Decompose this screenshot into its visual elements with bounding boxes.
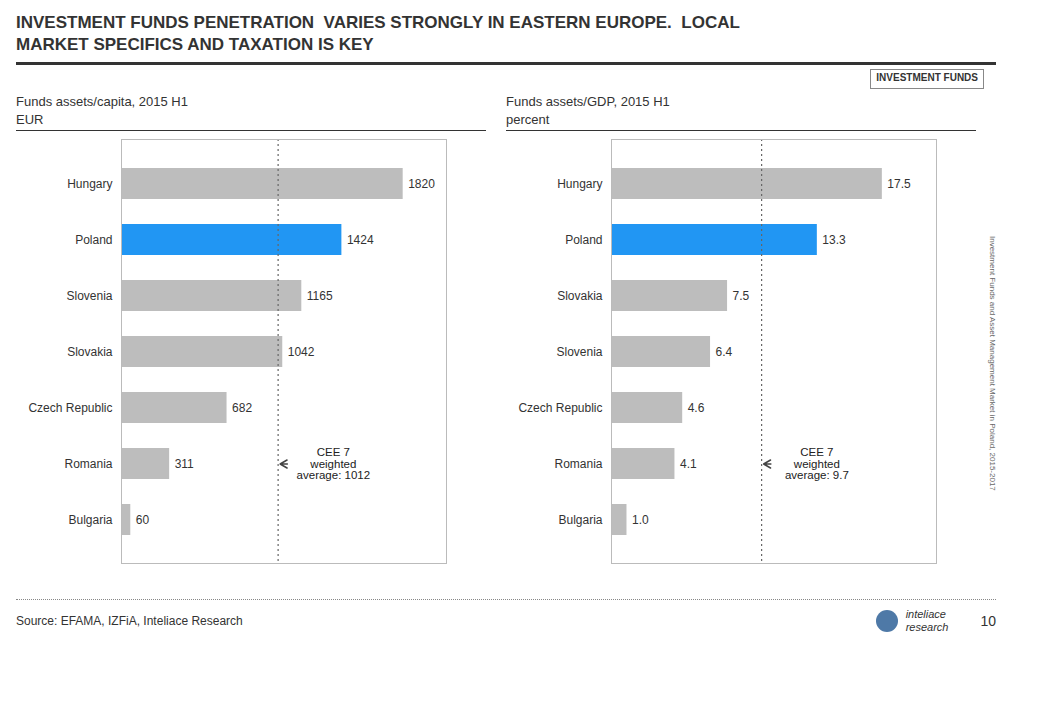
svg-text:CEE 7weightedaverage: 1012: CEE 7weightedaverage: 1012 — [297, 446, 371, 481]
svg-text:Romania: Romania — [64, 456, 112, 470]
html-text:research: research — [905, 621, 949, 634]
svg-text:311: 311 — [175, 456, 194, 470]
svg-text:4.6: 4.6 — [688, 400, 705, 414]
html-text:INVESTMENT FUNDS: INVESTMENT FUNDS — [876, 72, 978, 84]
html-text:percent: percent — [506, 112, 550, 128]
svg-text:CEE 7weightedaverage: 9.7: CEE 7weightedaverage: 9.7 — [785, 446, 849, 481]
svg-text:Slovenia: Slovenia — [66, 288, 112, 302]
html-text:Funds assets/GDP, 2015 H1: Funds assets/GDP, 2015 H1 — [506, 94, 670, 110]
html-text:Funds assets/capita, 2015 H1: Funds assets/capita, 2015 H1 — [16, 94, 188, 110]
svg-text:1424: 1424 — [347, 232, 374, 246]
svg-text:13.3: 13.3 — [822, 232, 846, 246]
html-text:EUR: EUR — [16, 112, 44, 128]
svg-text:Czech Republic: Czech Republic — [518, 400, 602, 414]
svg-text:Poland: Poland — [565, 232, 602, 246]
html-text:inteliace: inteliace — [905, 608, 946, 621]
svg-text:6.4: 6.4 — [716, 344, 733, 358]
svg-text:1042: 1042 — [288, 344, 315, 358]
svg-text:1165: 1165 — [307, 288, 333, 302]
html-text:INVESTMENT FUNDS PENETRATION V: INVESTMENT FUNDS PENETRATION VARIES STRO… — [16, 13, 740, 32]
svg-text:Bulgaria: Bulgaria — [558, 512, 602, 526]
svg-text:4.1: 4.1 — [680, 456, 697, 470]
svg-text:Hungary: Hungary — [67, 176, 112, 190]
svg-text:Hungary: Hungary — [557, 176, 602, 190]
html-text:10: 10 — [980, 613, 996, 630]
svg-text:Czech Republic: Czech Republic — [28, 400, 112, 414]
svg-text:Slovenia: Slovenia — [556, 344, 602, 358]
svg-text:Romania: Romania — [554, 456, 602, 470]
html-text:MARKET SPECIFICS AND TAXATION: MARKET SPECIFICS AND TAXATION IS KEY — [16, 35, 374, 55]
svg-text:Poland: Poland — [75, 232, 112, 246]
svg-text:17.5: 17.5 — [887, 176, 911, 190]
svg-text:Slovakia: Slovakia — [557, 288, 603, 302]
svg-text:7.5: 7.5 — [733, 288, 750, 302]
html-text:Investment Funds and Asset Man: Investment Funds and Asset Management Ma… — [988, 235, 997, 491]
svg-text:1820: 1820 — [408, 176, 435, 190]
svg-text:1.0: 1.0 — [632, 512, 649, 526]
html-text:Source: EFAMA, IZFiA, Inteliac: Source: EFAMA, IZFiA, Inteliace Research — [16, 614, 243, 629]
svg-text:60: 60 — [136, 512, 150, 526]
svg-text:Bulgaria: Bulgaria — [68, 512, 112, 526]
svg-text:682: 682 — [232, 400, 252, 414]
svg-text:Slovakia: Slovakia — [67, 344, 113, 358]
